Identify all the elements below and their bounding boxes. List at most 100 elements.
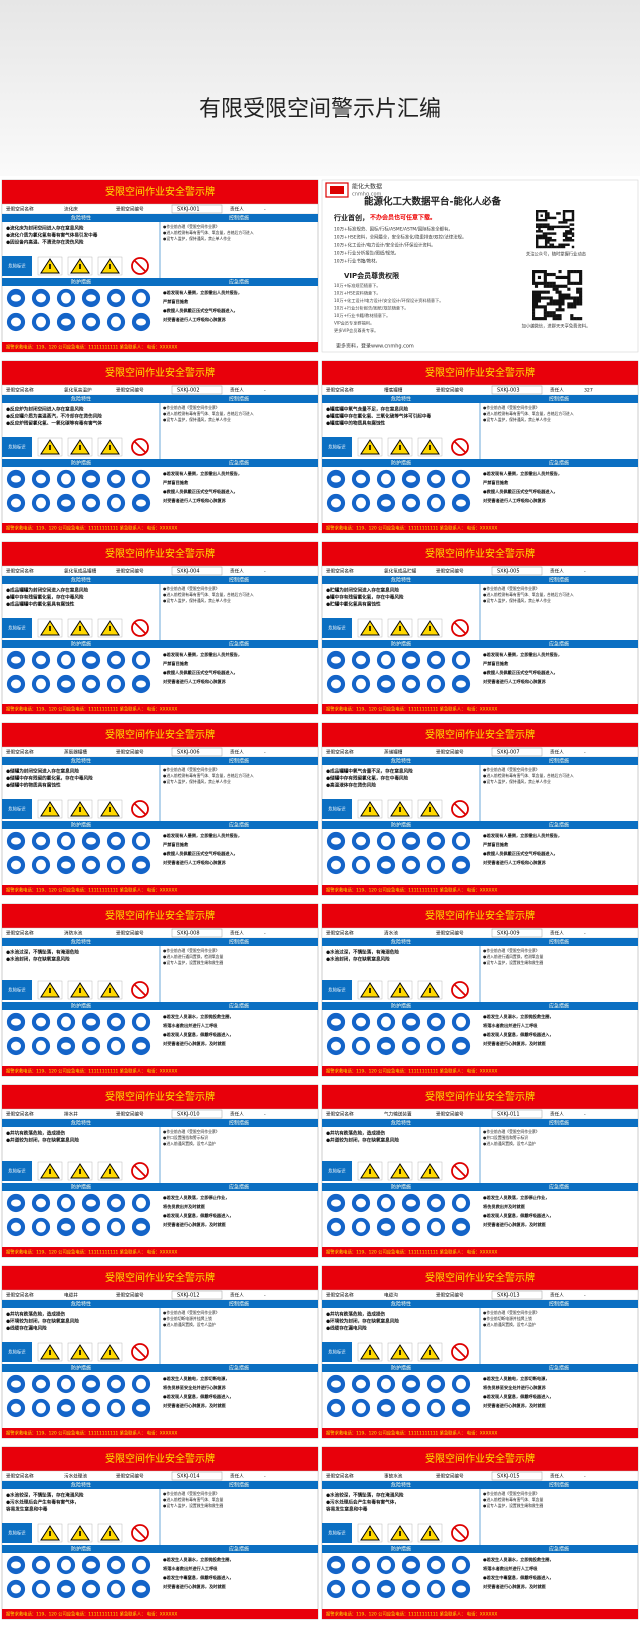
emergency-item: 对受害者进行心肺复苏，及时就医	[163, 1221, 227, 1228]
protect-header: 防护措施	[391, 1003, 411, 1010]
hazard-item: ●井道较为封闭，存在缺氧窒息风险	[6, 1137, 79, 1144]
card-footer-text: 报警求救电话：119、120 公司应急电话：11111111111 紧急联系人：…	[326, 887, 497, 894]
qr-cell	[565, 230, 568, 233]
qr-cell	[571, 223, 575, 226]
protect-header: 防护措施	[71, 641, 91, 648]
code-box	[171, 1290, 223, 1300]
vip-item: 更多VIP会员尊贵专享。	[334, 327, 378, 334]
card-header	[322, 542, 638, 566]
qr-cell	[532, 296, 536, 300]
protect-header: 防护措施	[391, 1546, 411, 1553]
person: -	[264, 570, 266, 575]
qr-cell	[567, 225, 570, 229]
qr-cell	[558, 302, 562, 306]
hazard-item: ●井坑有跌落危险，造成损伤	[6, 1311, 66, 1318]
ppe-figure	[406, 656, 416, 664]
sign-label: 危险标识	[328, 444, 346, 451]
warning-mark	[399, 988, 401, 993]
code-box	[491, 1471, 543, 1481]
emergency-item: ●若发现有人晕倒，立即撤出人员并报告，	[483, 832, 562, 839]
person: -	[264, 1475, 266, 1480]
code-label: 受限空间编号	[116, 387, 144, 394]
section-bar	[322, 1545, 638, 1553]
ppe-figure	[111, 1379, 121, 1389]
code-box	[171, 385, 223, 395]
ppe-figure	[86, 1403, 96, 1413]
qr-cell	[532, 308, 536, 312]
card-footer-text: 报警求救电话：119、120 公司应急电话：11111111111 紧急联系人：…	[326, 1068, 497, 1075]
emergency-item: 将落水者救出并进行人工呼吸	[483, 1565, 538, 1572]
card-header	[2, 542, 318, 566]
card-footer-text: 报警求救电话：119、120 公司应急电话：11111111111 紧急联系人：…	[326, 706, 497, 713]
control-header: 控制措施	[229, 1301, 249, 1308]
space-code: SXKJ-003	[497, 388, 520, 394]
card-header	[2, 904, 318, 928]
hazard-header: 危险特性	[391, 1482, 411, 1489]
ppe-figure	[456, 861, 466, 869]
hazard-header: 危险特性	[391, 758, 411, 765]
ppe-figure	[61, 861, 71, 869]
ad-title: 能源化工大数据平台-能化人必备	[364, 196, 501, 208]
qr-cell	[532, 281, 536, 285]
ppe-figure	[36, 1379, 46, 1389]
qr-cell	[549, 302, 553, 306]
emergency-item: 严禁盲目施救	[163, 841, 189, 848]
qr-cell	[540, 225, 543, 229]
control-item: ●作业前办理《受限空间作业票》	[163, 948, 219, 953]
ppe-figure	[406, 498, 416, 508]
qr-cell	[532, 272, 536, 277]
card-header	[2, 1085, 318, 1109]
qr-cell	[543, 305, 547, 309]
ppe-figure	[36, 1583, 46, 1595]
section-bar	[2, 640, 318, 648]
ppe-figure	[456, 1016, 466, 1028]
qr-cell	[543, 284, 547, 288]
qr-cell	[532, 305, 536, 309]
ppe-figure	[356, 497, 366, 509]
qr-cell	[540, 210, 543, 213]
protect-header: 防护措施	[391, 822, 411, 829]
ppe-figure	[86, 317, 96, 327]
ppe-figure	[111, 316, 121, 328]
qr-cell	[573, 281, 577, 285]
qr-cell	[555, 275, 559, 280]
info-row	[321, 1289, 639, 1301]
emergency-item: ●救援人员佩戴正压式空气呼吸器进入，	[163, 669, 238, 676]
ppe-figure	[111, 859, 121, 871]
control-item: ●作业前办理《受限空间作业票》	[163, 1129, 219, 1134]
vip-item: 10万+行业书籍/教材随意下。	[334, 312, 390, 319]
ppe-figure	[381, 1016, 391, 1028]
hazard-item: ●井道较为封闭，存在缺氧窒息风险	[326, 1137, 399, 1144]
card-footer-text: 报警求救电话：119、120 公司应急电话：11111111111 紧急联系人：…	[6, 706, 177, 713]
emergency-item: ●若发现人员窒息，佩戴呼吸器进入，	[163, 1212, 234, 1219]
control-item: ●作业前办理《受限空间作业票》	[163, 1310, 219, 1315]
ppe-figure	[381, 499, 391, 507]
qr-cell	[569, 230, 572, 233]
ppe-figure	[431, 1198, 441, 1208]
warning-mark	[79, 445, 81, 450]
warning-mark	[49, 445, 51, 450]
qr-cell	[571, 210, 575, 213]
section-bar	[2, 938, 318, 946]
warning-mark	[49, 1169, 51, 1174]
section-bar	[2, 1300, 318, 1308]
emergency-item: ●救援人员佩戴正压式空气呼吸器进入，	[163, 488, 238, 495]
emergency-item: 对受害者进行人工呼吸和心肺复苏	[163, 678, 227, 685]
emergency-header: 应急措施	[549, 1365, 569, 1372]
info-row	[321, 1108, 639, 1120]
ppe-figure	[86, 679, 96, 689]
protect-header: 防护措施	[391, 1184, 411, 1191]
ppe-figure	[356, 836, 366, 846]
control-item: ●作业前办理《受限空间作业票》	[483, 586, 539, 591]
ppe-figure	[406, 1380, 416, 1388]
ppe-figure	[331, 1403, 341, 1413]
hazard-item: ●井坑有跌落危险，造成损伤	[326, 1130, 386, 1137]
control-header: 控制措施	[549, 396, 569, 403]
emergency-header: 应急措施	[549, 460, 569, 467]
qr-cell	[553, 225, 557, 229]
ppe-figure	[136, 1042, 146, 1050]
qr-cell	[569, 232, 572, 235]
code-label: 受限空间编号	[436, 1292, 464, 1299]
qr-cell	[544, 241, 548, 244]
